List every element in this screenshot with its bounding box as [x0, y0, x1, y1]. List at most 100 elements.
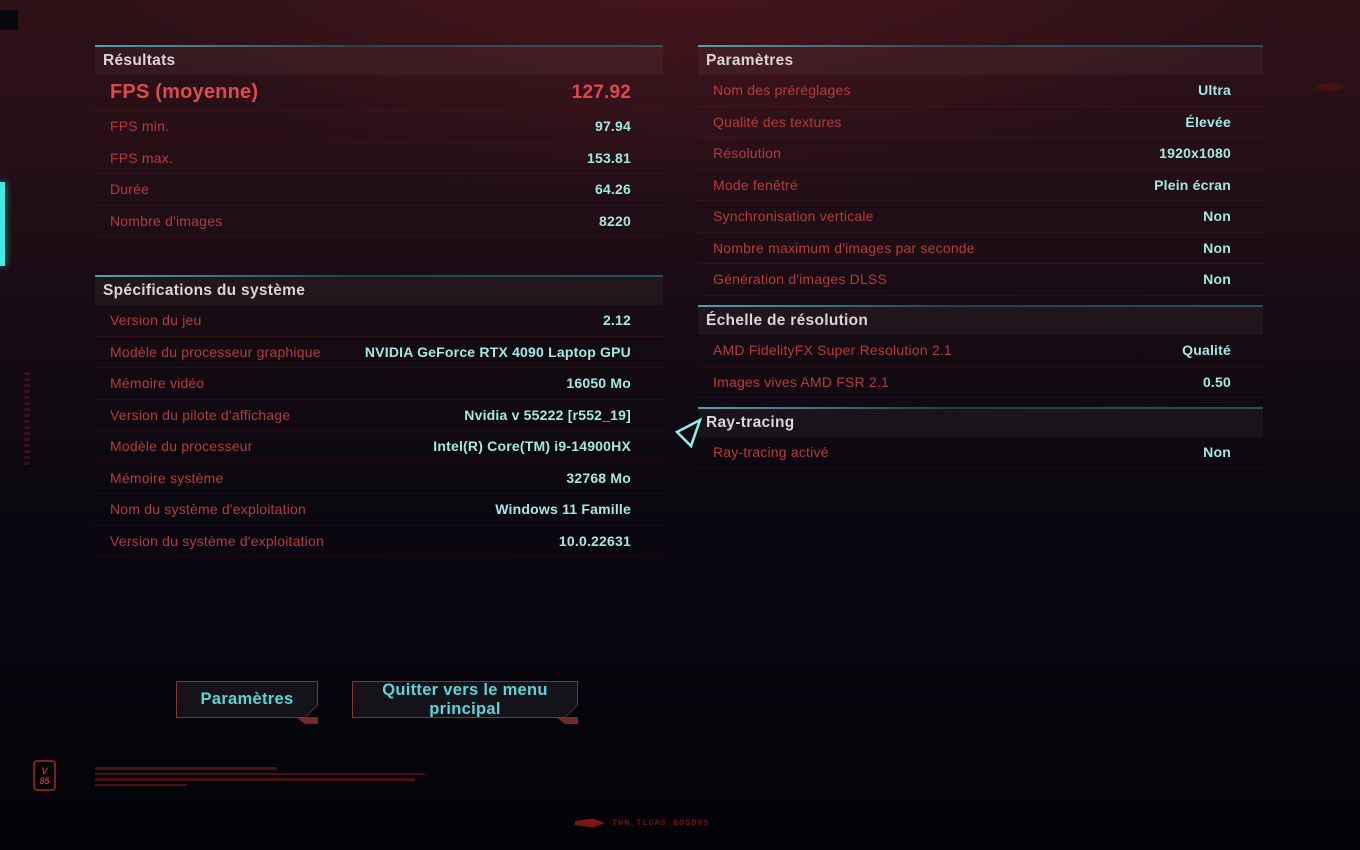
row-label: Version du pilote d'affichage — [110, 406, 291, 423]
results-section-title: Résultats — [95, 47, 663, 75]
row-value: Qualité — [1182, 342, 1231, 359]
row-value: 8220 — [599, 212, 631, 229]
row-value: 10.0.22631 — [558, 532, 631, 549]
spec-row-video-memory: Mémoire vidéo 16050 Mo — [95, 368, 663, 400]
row-value: 97.94 — [594, 118, 631, 135]
section-divider — [698, 45, 1263, 47]
row-label: Génération d'images DLSS — [713, 271, 888, 288]
quit-to-main-menu-button[interactable]: Quitter vers le menu principal — [352, 681, 578, 718]
mouse-cursor-icon — [674, 417, 703, 449]
spec-row-os-version: Version du système d'exploitation 10.0.2… — [95, 526, 663, 557]
result-row-fps-min: FPS min. 97.94 — [95, 111, 663, 143]
fine-print-line — [95, 767, 277, 770]
row-value: Windows 11 Famille — [495, 501, 631, 518]
setting-row-resolution: Résolution 1920x1080 — [698, 138, 1263, 170]
spec-row-game-version: Version du jeu 2.12 — [95, 305, 663, 337]
section-divider — [95, 45, 663, 47]
watermark-text: TWN_TLCAS_BOSD95 — [612, 818, 710, 828]
section-divider — [698, 407, 1263, 409]
section-divider — [95, 275, 663, 277]
left-edge-accent-bar — [0, 182, 5, 266]
row-label: Synchronisation verticale — [713, 208, 874, 225]
row-value: Non — [1203, 208, 1231, 225]
row-value: 16050 Mo — [566, 375, 631, 392]
row-value: Intel(R) Core(TM) i9-14900HX — [433, 438, 631, 455]
result-row-frame-count: Nombre d'images 8220 — [95, 206, 663, 237]
row-value: 32768 Mo — [566, 469, 631, 486]
row-label: Qualité des textures — [713, 113, 842, 130]
row-label: Nom des préréglages — [713, 82, 851, 99]
result-row-fps-average: FPS (moyenne) 127.92 — [95, 75, 663, 111]
settings-section-title: Paramètres — [698, 47, 1263, 75]
setting-row-dlss-frame-gen: Génération d'images DLSS Non — [698, 264, 1263, 296]
setting-row-raytracing-enabled: Ray-tracing activé Non — [698, 437, 1263, 469]
corner-square-decoration — [0, 10, 18, 30]
row-label: Nom du système d'exploitation — [110, 501, 307, 518]
setting-row-max-fps: Nombre maximum d'images par seconde Non — [698, 233, 1263, 264]
row-label: Résolution — [713, 145, 782, 162]
raytracing-section: Ray-tracing Ray-tracing activé Non — [698, 407, 1263, 469]
row-value: 127.92 — [571, 81, 631, 103]
row-value: Non — [1203, 271, 1231, 288]
version-badge-letter: V — [41, 765, 48, 776]
system-section-title: Spécifications du système — [95, 277, 663, 305]
quit-button-label: Quitter vers le menu principal — [353, 682, 577, 717]
legal-fine-print-decoration — [95, 767, 425, 789]
spec-row-system-memory: Mémoire système 32768 Mo — [95, 463, 663, 494]
row-label: Nombre d'images — [110, 212, 223, 229]
setting-row-window-mode: Mode fenêtré Plein écran — [698, 170, 1263, 201]
row-label: Mode fenêtré — [713, 176, 798, 193]
results-section: Résultats FPS (moyenne) 127.92 FPS min. … — [95, 45, 663, 237]
watermark-dart-icon — [575, 818, 605, 828]
version-badge-number: 85 — [39, 775, 50, 786]
top-right-dart-icon — [1316, 82, 1346, 92]
row-value: 2.12 — [602, 312, 631, 329]
row-value: Ultra — [1198, 82, 1231, 99]
fine-print-line — [95, 783, 188, 786]
settings-button[interactable]: Paramètres — [176, 681, 318, 718]
setting-row-fsr-sharpness: Images vives AMD FSR 2.1 0.50 — [698, 367, 1263, 398]
row-label: Mémoire vidéo — [110, 375, 205, 392]
row-label: Ray-tracing activé — [713, 444, 829, 461]
vertical-code-decoration — [24, 372, 30, 468]
row-label: Durée — [110, 181, 150, 198]
row-label: Version du système d'exploitation — [110, 532, 324, 549]
fine-print-line — [95, 772, 425, 775]
row-label: FPS max. — [110, 149, 174, 166]
row-label: AMD FidelityFX Super Resolution 2.1 — [713, 342, 952, 359]
result-row-fps-max: FPS max. 153.81 — [95, 143, 663, 174]
result-row-duration: Durée 64.26 — [95, 174, 663, 206]
row-label: Images vives AMD FSR 2.1 — [713, 373, 889, 390]
setting-row-vsync: Synchronisation verticale Non — [698, 201, 1263, 233]
row-value: 0.50 — [1202, 373, 1231, 390]
section-divider — [698, 305, 1263, 307]
version-badge: V 85 — [33, 760, 56, 791]
row-label: Version du jeu — [110, 312, 202, 329]
row-label: Modèle du processeur — [110, 438, 253, 455]
system-specs-section: Spécifications du système Version du jeu… — [95, 275, 663, 557]
spec-row-driver-version: Version du pilote d'affichage Nvidia v 5… — [95, 400, 663, 431]
spec-row-cpu-model: Modèle du processeur Intel(R) Core(TM) i… — [95, 431, 663, 463]
row-value: Non — [1203, 239, 1231, 256]
row-value: 1920x1080 — [1159, 145, 1231, 162]
row-label: Modèle du processeur graphique — [110, 343, 321, 360]
setting-row-fsr: AMD FidelityFX Super Resolution 2.1 Qual… — [698, 335, 1263, 367]
row-label: FPS min. — [110, 118, 170, 135]
button-corner-accent — [296, 717, 318, 724]
row-value: 64.26 — [594, 181, 631, 198]
spec-row-os-name: Nom du système d'exploitation Windows 11… — [95, 494, 663, 526]
resolution-scale-section: Échelle de résolution AMD FidelityFX Sup… — [698, 305, 1263, 398]
button-corner-accent — [556, 717, 578, 724]
fine-print-line — [95, 778, 416, 781]
settings-section: Paramètres Nom des préréglages Ultra Qua… — [698, 45, 1263, 296]
row-value: 153.81 — [586, 149, 631, 166]
row-value: Plein écran — [1154, 176, 1231, 193]
row-label: Mémoire système — [110, 469, 224, 486]
row-label: Nombre maximum d'images par seconde — [713, 239, 975, 256]
raytracing-section-title: Ray-tracing — [698, 409, 1263, 437]
row-value: NVIDIA GeForce RTX 4090 Laptop GPU — [364, 343, 631, 360]
spec-row-gpu-model: Modèle du processeur graphique NVIDIA Ge… — [95, 337, 663, 368]
settings-button-label: Paramètres — [177, 682, 317, 717]
row-value: Non — [1203, 444, 1231, 461]
row-value: Nvidia v 55222 [r552_19] — [464, 406, 631, 423]
